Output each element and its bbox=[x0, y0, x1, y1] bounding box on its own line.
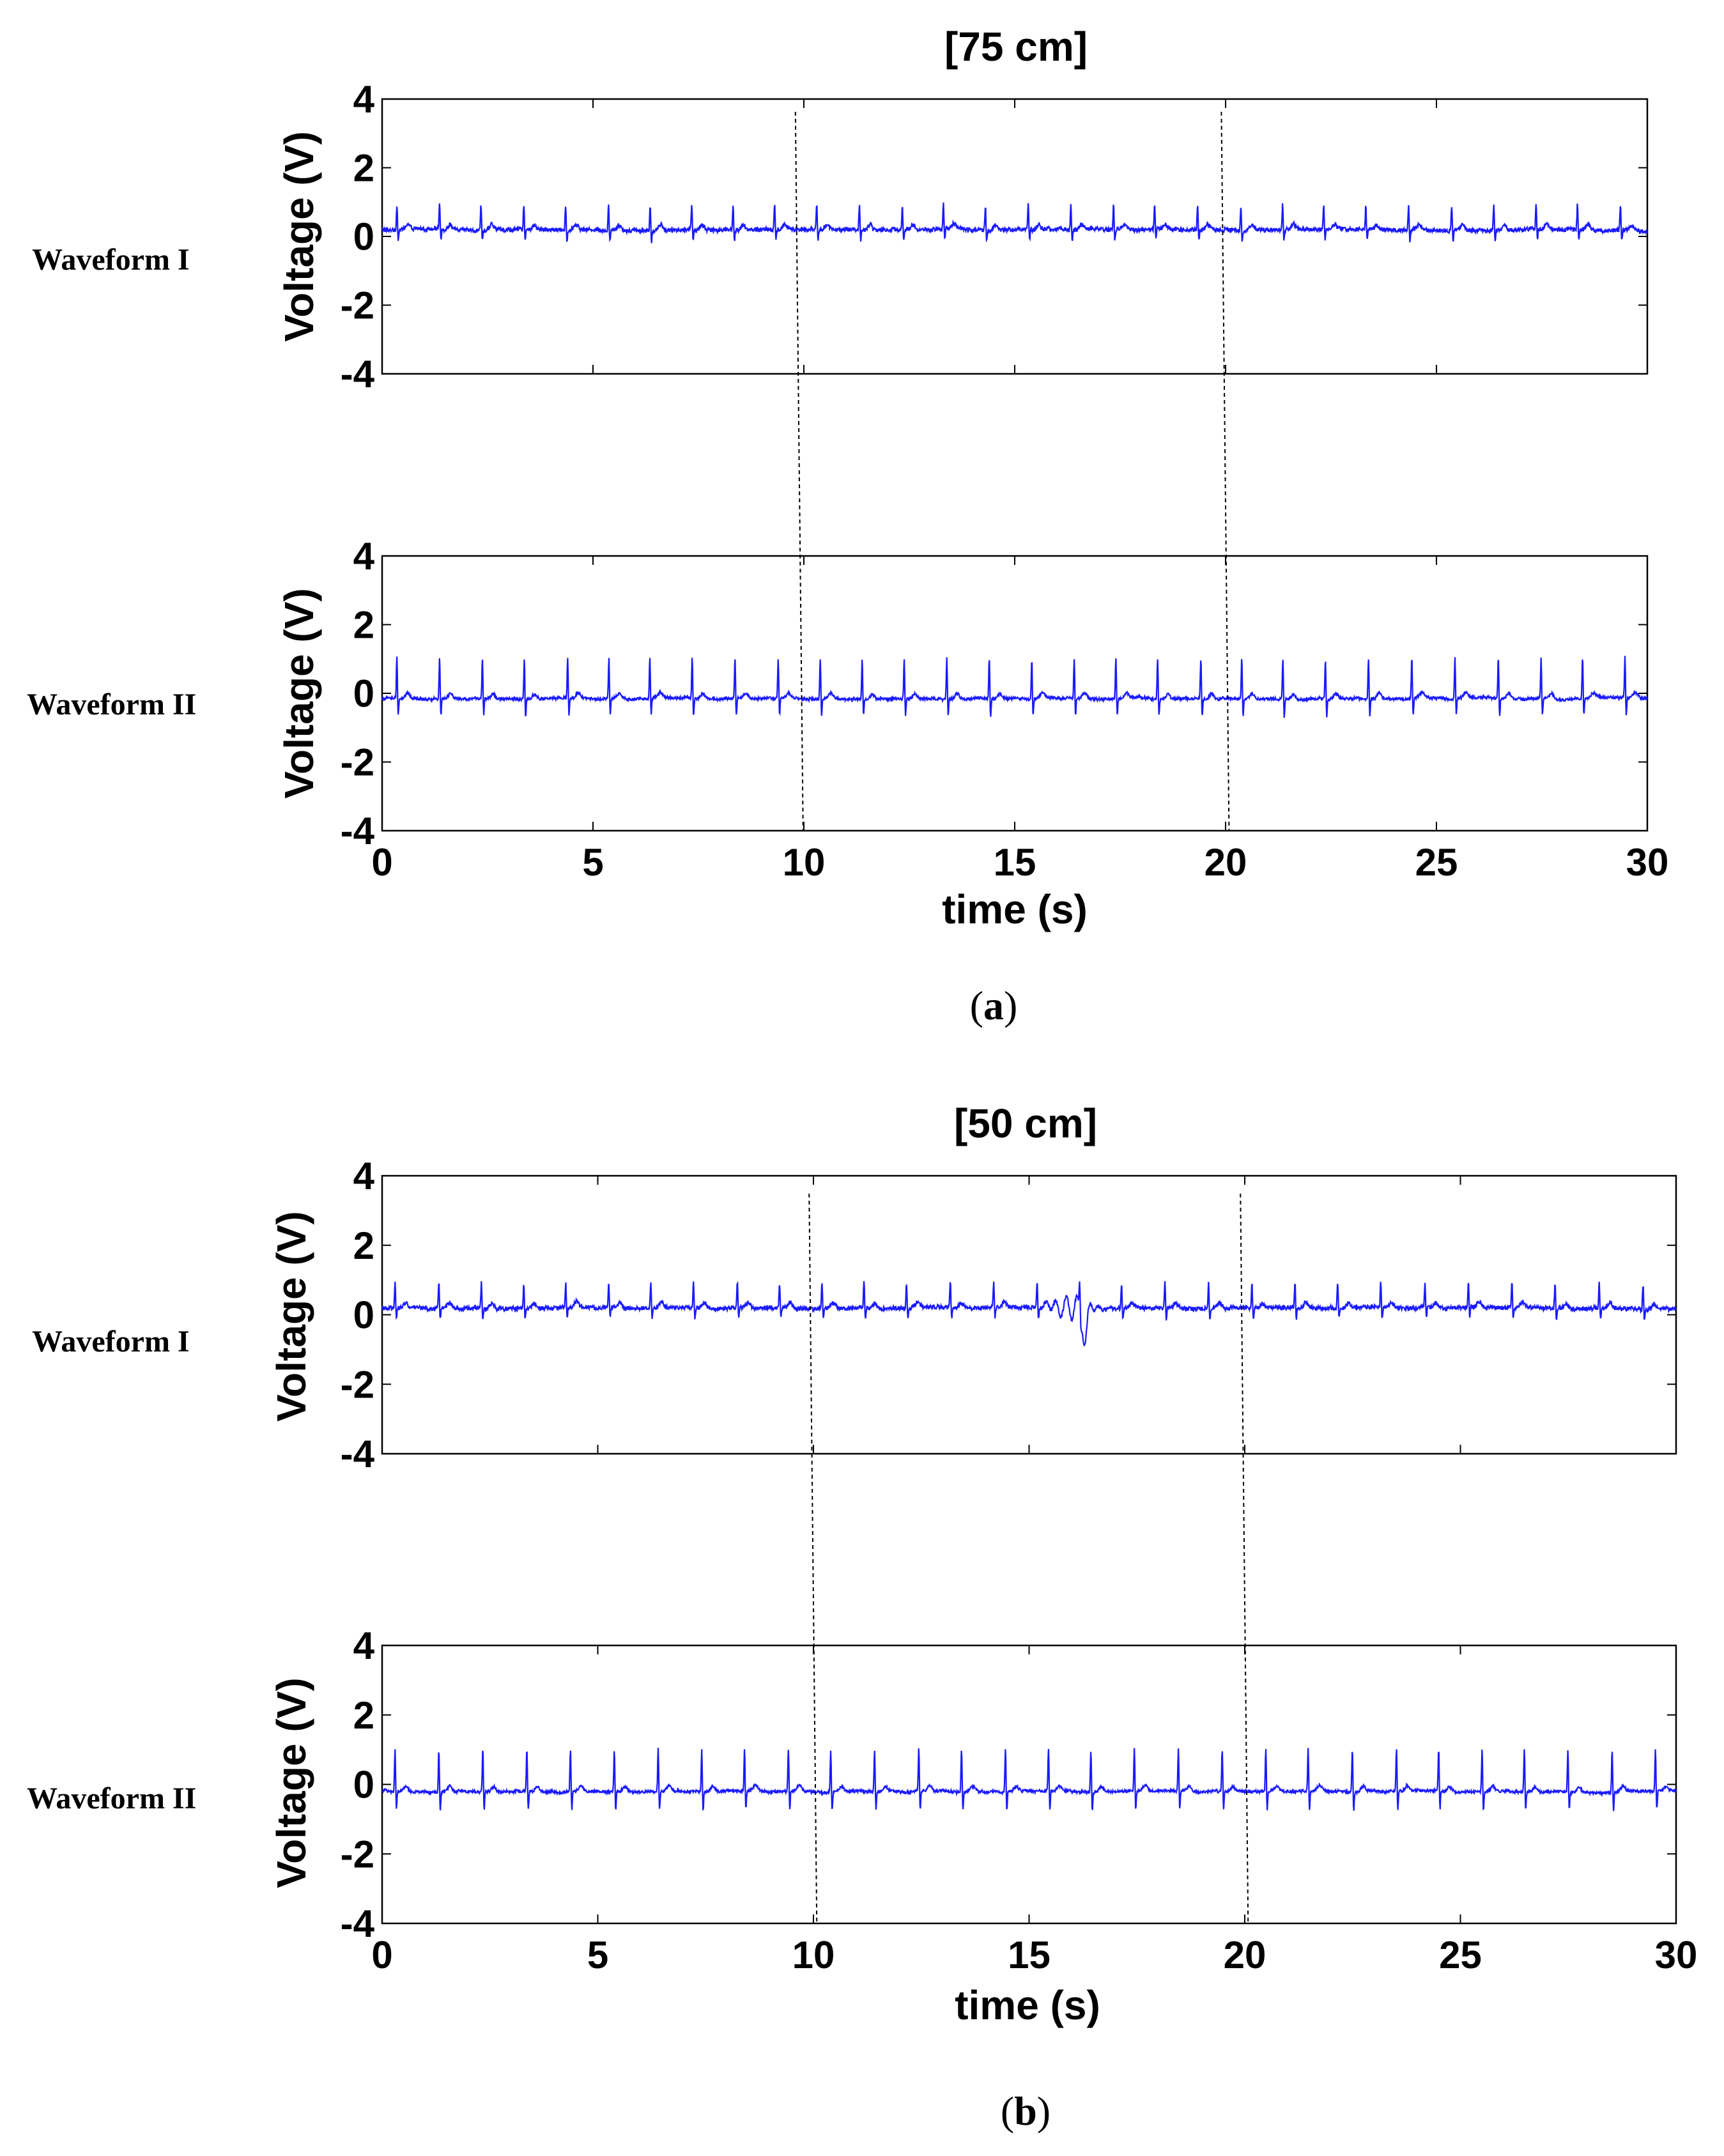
x-tick-label: 30 bbox=[1655, 1934, 1698, 1976]
y-axis-label: Voltage (V) bbox=[276, 131, 322, 342]
plot-frame bbox=[381, 1174, 1677, 1455]
y-tick-label: -2 bbox=[341, 1363, 374, 1406]
x-tick-label: 15 bbox=[1008, 1934, 1051, 1976]
y-tick-label: 4 bbox=[353, 78, 375, 121]
plot-frame bbox=[381, 98, 1649, 375]
y-axis-label: Voltage (V) bbox=[268, 1211, 314, 1422]
y-tick-label: 2 bbox=[353, 604, 374, 647]
y-tick-label: 0 bbox=[353, 215, 374, 258]
y-tick-label: 0 bbox=[353, 1294, 374, 1337]
y-tick-label: 4 bbox=[353, 535, 375, 578]
row-label: Waveform II bbox=[27, 688, 196, 721]
dividers-b bbox=[808, 1193, 1249, 1924]
y-tick-label: 2 bbox=[353, 1224, 374, 1267]
y-tick-label: 4 bbox=[353, 1624, 375, 1667]
chart-a: [75 cm] Waveform I Voltage (V) 420-2-4 W… bbox=[27, 24, 1668, 1028]
segment-divider-line bbox=[1220, 111, 1230, 831]
ecg-series-line bbox=[381, 202, 1648, 243]
dividers-a bbox=[794, 111, 1230, 831]
y-tick-label: -2 bbox=[341, 741, 374, 784]
panel-a-waveform-i: Waveform I Voltage (V) 4 2 0 -2 -4 bbox=[32, 78, 1649, 396]
y-tick-label: 2 bbox=[353, 147, 374, 190]
segment-divider-line bbox=[808, 1193, 818, 1924]
row-label: Waveform I bbox=[32, 1325, 190, 1359]
y-tick-label: 0 bbox=[353, 1764, 374, 1806]
y-tick-label: -4 bbox=[341, 810, 375, 852]
x-tick-label: 0 bbox=[371, 841, 392, 884]
y-tick-label: 0 bbox=[353, 672, 374, 715]
caption-b: (b) bbox=[1001, 2088, 1051, 2134]
row-label: Waveform I bbox=[32, 243, 190, 277]
plot-frame bbox=[381, 555, 1649, 832]
y-tick-label: 4 bbox=[353, 1155, 375, 1197]
y-tick-label: -4 bbox=[341, 353, 375, 396]
chart-b-title: [50 cm] bbox=[954, 1100, 1097, 1146]
y-axis-label: Voltage (V) bbox=[276, 588, 322, 799]
x-tick-label: 20 bbox=[1224, 1934, 1266, 1976]
ecg-series-line bbox=[381, 1748, 1677, 1812]
y-tick-label: -2 bbox=[341, 284, 374, 327]
y-axis-label: Voltage (V) bbox=[268, 1677, 314, 1888]
y-tick-label: -4 bbox=[341, 1433, 375, 1475]
panel-a-waveform-ii: Waveform II Voltage (V) 0 5 10 15 20 25 30420-… bbox=[27, 535, 1668, 884]
x-tick-label: 20 bbox=[1204, 841, 1247, 884]
x-axis-label: time (s) bbox=[955, 1982, 1100, 2028]
panel-b-waveform-i: Waveform I Voltage (V) 4 2 0 -2 -4 bbox=[32, 1155, 1677, 1475]
x-axis-label: time (s) bbox=[942, 886, 1088, 932]
plot-frame bbox=[381, 1644, 1677, 1925]
row-label: Waveform II bbox=[27, 1782, 196, 1815]
x-tick-label: 25 bbox=[1415, 841, 1458, 884]
y-tick-label: 2 bbox=[353, 1694, 374, 1737]
x-tick-label: 25 bbox=[1439, 1934, 1482, 1976]
caption-a: (a) bbox=[970, 983, 1018, 1028]
ecg-series-line bbox=[381, 656, 1648, 718]
x-tick-label: 5 bbox=[582, 841, 603, 884]
x-tick-label: 5 bbox=[587, 1934, 608, 1976]
chart-b: [50 cm] Waveform I Voltage (V) 420-2-4 W… bbox=[27, 1100, 1697, 2134]
segment-divider-line bbox=[794, 111, 804, 831]
panel-b-waveform-ii: Waveform II Voltage (V) 0 5 10 15 20 25 30420-… bbox=[27, 1624, 1697, 1976]
chart-a-title: [75 cm] bbox=[944, 24, 1088, 70]
y-tick-label: -2 bbox=[341, 1833, 374, 1875]
x-tick-label: 30 bbox=[1626, 841, 1669, 884]
x-tick-label: 10 bbox=[783, 841, 826, 884]
segment-divider-line bbox=[1240, 1193, 1249, 1924]
x-tick-label: 0 bbox=[371, 1934, 392, 1976]
ecg-series-line bbox=[381, 1281, 1677, 1347]
x-tick-label: 10 bbox=[792, 1934, 835, 1976]
x-tick-label: 15 bbox=[994, 841, 1036, 884]
y-tick-label: -4 bbox=[341, 1902, 375, 1945]
